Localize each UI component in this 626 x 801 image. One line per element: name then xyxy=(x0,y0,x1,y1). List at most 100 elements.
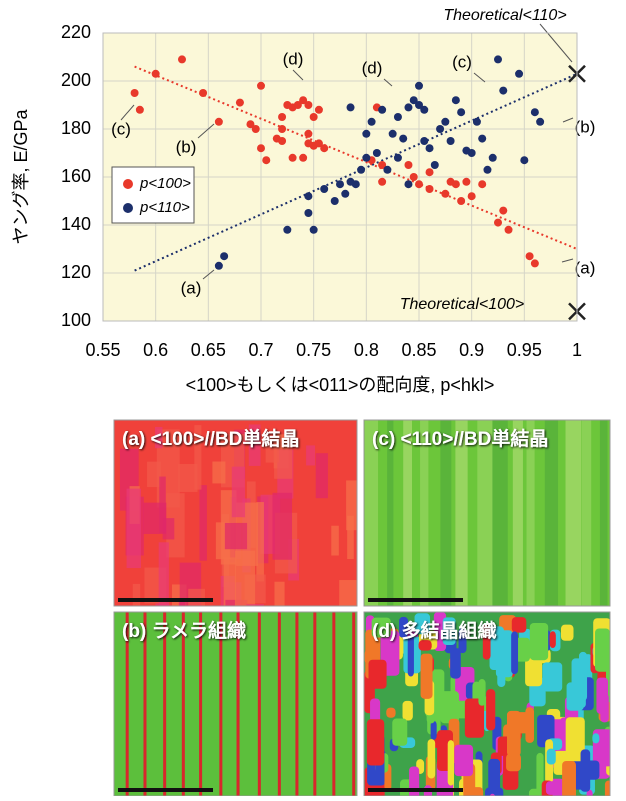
grain xyxy=(366,719,385,766)
lamella xyxy=(277,612,281,796)
x-axis-label: <100>もしくは<011>の配向度, p<hkl> xyxy=(186,375,495,395)
grain xyxy=(571,658,586,709)
point xyxy=(251,125,260,133)
grain xyxy=(132,583,141,606)
grain xyxy=(464,698,485,738)
point xyxy=(130,89,139,97)
micrograph xyxy=(364,612,610,796)
point xyxy=(214,117,223,126)
annotation-arrow xyxy=(383,78,393,87)
legend-marker xyxy=(123,179,133,189)
point xyxy=(346,103,355,112)
grain xyxy=(386,707,396,718)
x-tick-label: 1 xyxy=(572,340,582,360)
legend-marker xyxy=(123,203,133,213)
y-tick-label: 160 xyxy=(61,166,91,186)
plot-frame xyxy=(102,32,578,322)
point xyxy=(135,105,144,114)
point xyxy=(288,153,297,162)
frame xyxy=(363,419,611,607)
grain xyxy=(272,492,293,560)
grain xyxy=(489,793,496,796)
lamella xyxy=(199,612,203,796)
grain xyxy=(339,580,357,606)
grain xyxy=(126,488,141,569)
y-tick-label: 180 xyxy=(61,118,91,138)
micrograph-title: (c) <110>//BD単結晶 xyxy=(372,427,548,450)
point xyxy=(420,137,429,145)
grain xyxy=(511,617,527,633)
scale-bar xyxy=(368,788,463,792)
point xyxy=(199,89,208,97)
annotation-arrow xyxy=(202,269,215,280)
micrograph xyxy=(114,420,357,606)
point xyxy=(499,206,508,215)
grain xyxy=(346,480,357,531)
point xyxy=(304,209,313,217)
annotation: (d) xyxy=(283,49,304,68)
grain xyxy=(545,781,566,795)
point xyxy=(388,129,397,138)
point xyxy=(378,177,387,186)
point xyxy=(441,189,450,198)
point xyxy=(309,113,318,121)
point xyxy=(362,129,371,138)
grain xyxy=(392,718,408,746)
point xyxy=(488,153,497,162)
y-tick-label: 140 xyxy=(61,214,91,234)
grain xyxy=(469,787,484,796)
point xyxy=(483,165,492,174)
point xyxy=(257,144,265,153)
point xyxy=(415,81,423,90)
point xyxy=(467,149,476,157)
grain xyxy=(418,640,432,651)
point xyxy=(451,96,460,105)
grain xyxy=(600,693,609,723)
annotation-arrow xyxy=(561,258,574,263)
annotation: (c) xyxy=(111,119,131,138)
grain xyxy=(231,466,246,518)
grain xyxy=(482,624,491,660)
point xyxy=(293,101,302,109)
grain xyxy=(580,749,591,792)
scale-bar xyxy=(118,598,213,602)
scale-bar xyxy=(118,788,213,792)
point xyxy=(494,218,502,227)
grain xyxy=(497,657,506,688)
grain xyxy=(486,689,496,731)
grain xyxy=(274,581,285,606)
grain xyxy=(256,502,264,582)
grain xyxy=(166,493,185,558)
grain xyxy=(442,617,456,646)
grain xyxy=(477,420,493,606)
grain xyxy=(315,453,328,499)
point xyxy=(283,225,292,234)
point xyxy=(214,261,223,270)
micrograph xyxy=(114,612,357,796)
point xyxy=(304,101,313,109)
point xyxy=(309,225,318,234)
grain xyxy=(199,485,207,561)
point xyxy=(425,185,434,193)
point xyxy=(220,252,229,261)
point xyxy=(504,225,513,234)
grain xyxy=(549,631,556,649)
grain xyxy=(544,420,559,606)
grain xyxy=(430,720,437,740)
annotation: (d) xyxy=(362,58,383,77)
grain xyxy=(158,542,169,606)
annotation: (b) xyxy=(176,137,197,156)
point xyxy=(415,101,423,109)
micrograph xyxy=(364,420,610,606)
point xyxy=(451,180,460,189)
point xyxy=(415,180,423,189)
point xyxy=(425,144,434,153)
point xyxy=(151,69,160,78)
point xyxy=(404,161,413,169)
point xyxy=(436,125,445,133)
point xyxy=(357,165,366,174)
grain xyxy=(581,420,592,606)
grain xyxy=(525,707,535,743)
point xyxy=(299,96,308,105)
point xyxy=(378,105,387,114)
